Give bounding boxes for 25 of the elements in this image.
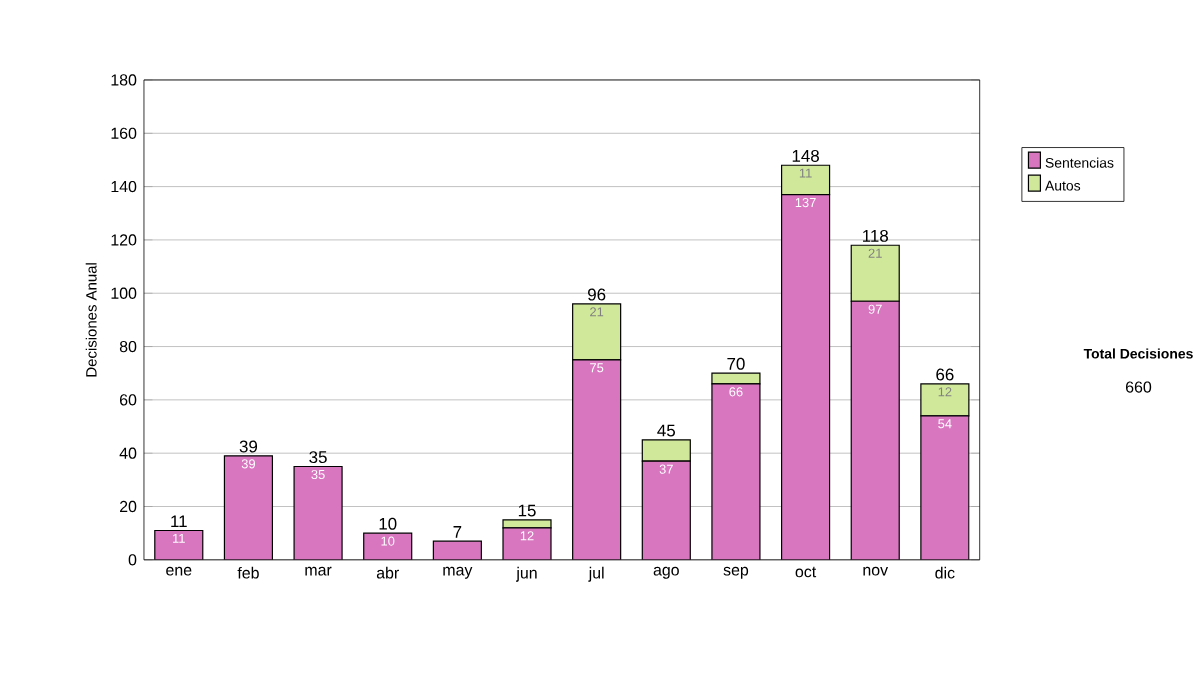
total-label: 66 [936,368,954,381]
bar [711,383,760,560]
bar [920,415,970,560]
bar [850,244,900,302]
bar [294,466,343,560]
total-label: 39 [239,440,258,453]
total-label: 15 [518,504,536,517]
total-label: 118 [863,229,888,242]
total-label: 10 [379,517,397,530]
bar [572,303,622,361]
total-label: 70 [727,357,745,370]
total-label: 148 [792,150,819,162]
bar [154,530,203,560]
bar [642,461,691,560]
total-label: 45 [657,424,676,437]
total-label: 7 [453,526,462,538]
total-label: 11 [171,515,187,528]
bar [572,359,621,560]
bar [781,194,830,560]
total-label: 96 [588,288,606,301]
bar [503,527,551,560]
total-label: 35 [309,451,327,464]
bar [641,439,691,462]
bar [851,301,900,560]
bar [224,455,273,560]
